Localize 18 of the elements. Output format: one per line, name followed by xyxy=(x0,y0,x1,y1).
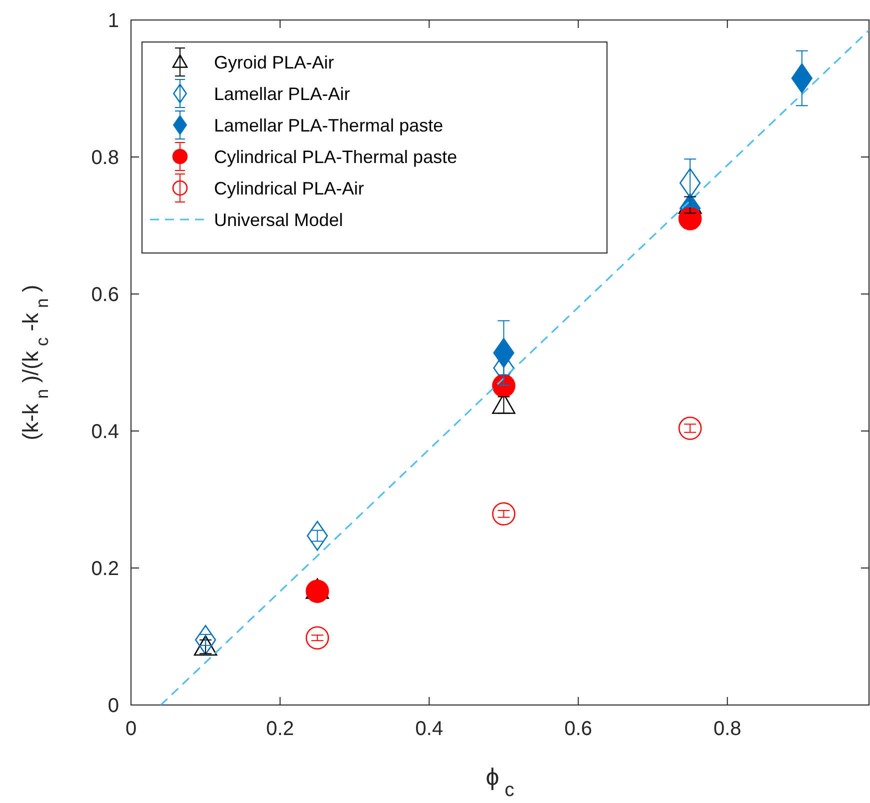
x-tick-label: 0 xyxy=(125,718,137,740)
legend-label: Gyroid PLA-Air xyxy=(214,52,334,72)
y-tick-label: 0.4 xyxy=(91,421,119,443)
legend-label: Cylindrical PLA-Thermal paste xyxy=(214,146,458,167)
y-tick-label: 0 xyxy=(108,695,119,717)
x-tick-label: 0.8 xyxy=(713,718,742,740)
legend-label: Lamellar PLA-Air xyxy=(214,84,350,104)
x-tick-label: 0.6 xyxy=(564,718,592,740)
x-tick-label: 0.4 xyxy=(415,718,444,740)
x-axis-title: ϕ$_{c}$ xyxy=(486,764,515,800)
legend-label: Cylindrical PLA-Air xyxy=(214,178,364,198)
y-tick-label: 0.2 xyxy=(91,558,119,580)
y-tick-label: 1 xyxy=(108,10,119,32)
x-tick-label: 0.2 xyxy=(266,718,294,740)
y-tick-label: 0.6 xyxy=(91,284,119,306)
legend-label: Lamellar PLA-Thermal paste xyxy=(214,115,444,136)
legend-label: Universal Model xyxy=(214,210,344,230)
y-tick-label: 0.8 xyxy=(91,147,119,169)
